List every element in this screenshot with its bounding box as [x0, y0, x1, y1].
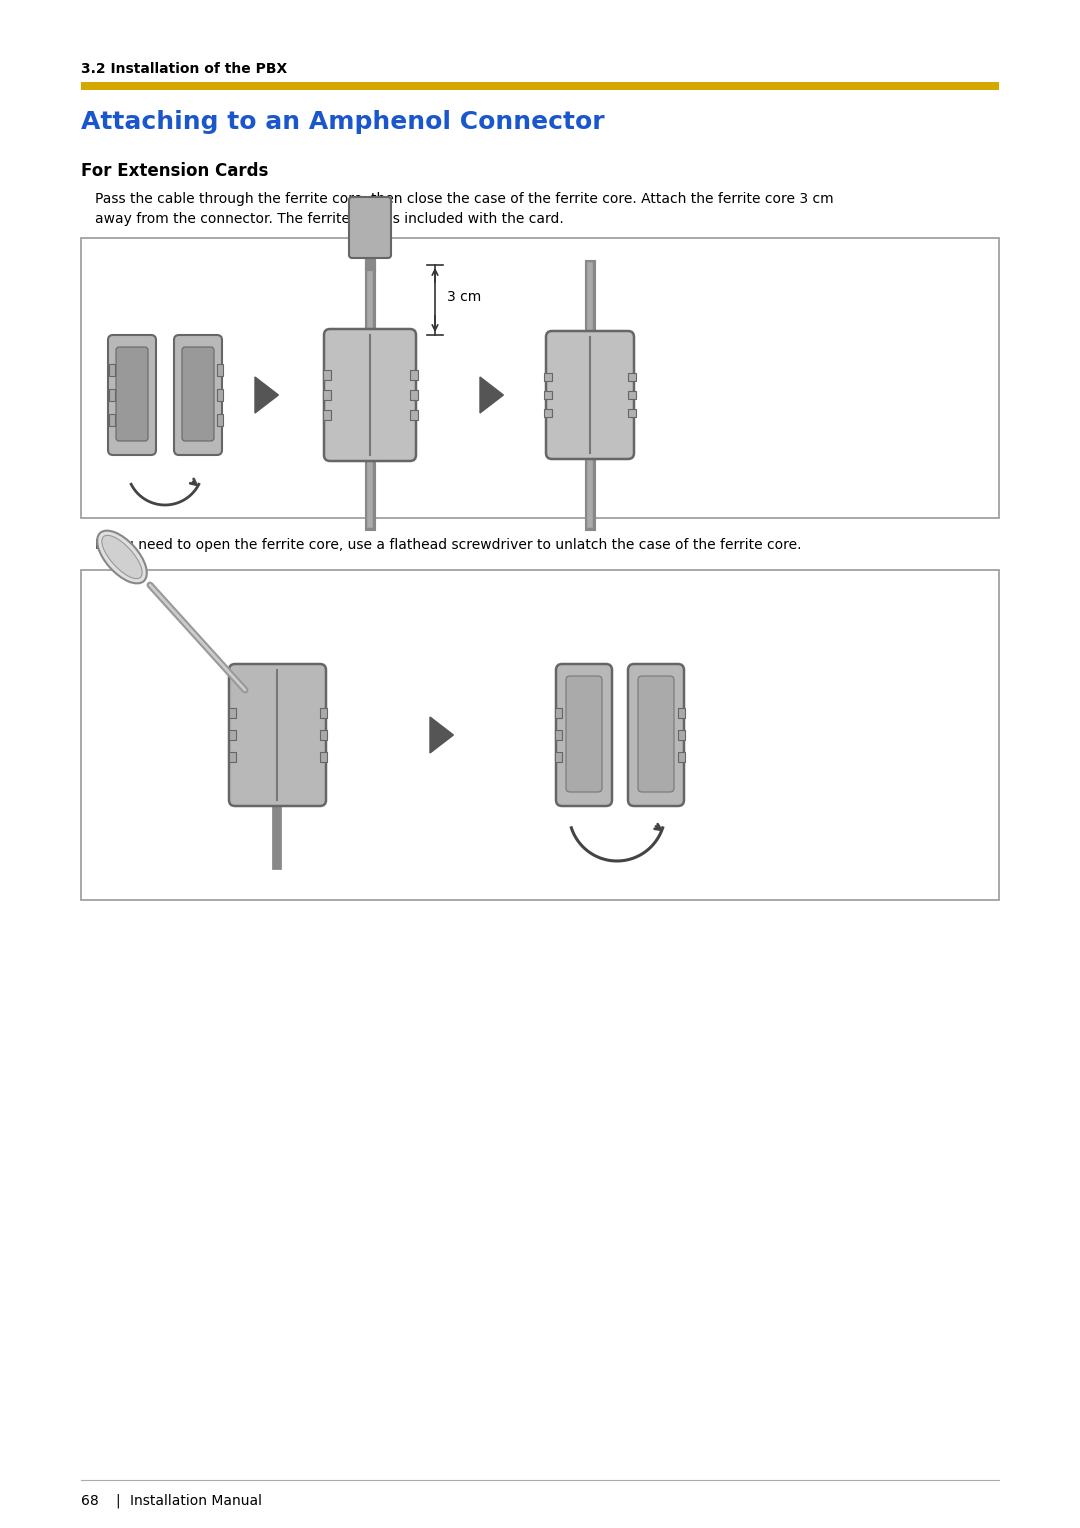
Text: For Extension Cards: For Extension Cards: [81, 162, 268, 180]
Bar: [323, 410, 330, 420]
Bar: [109, 414, 114, 426]
FancyBboxPatch shape: [627, 665, 684, 805]
Bar: [678, 707, 685, 718]
Bar: [410, 390, 418, 400]
Bar: [627, 410, 636, 417]
Text: 3 cm: 3 cm: [447, 290, 482, 304]
Bar: [81, 570, 999, 900]
Bar: [627, 391, 636, 399]
Text: Pass the cable through the ferrite core, then close the case of the ferrite core: Pass the cable through the ferrite core,…: [95, 193, 834, 226]
Bar: [323, 390, 330, 400]
Bar: [81, 238, 999, 518]
Bar: [217, 414, 222, 426]
FancyBboxPatch shape: [229, 665, 326, 805]
Ellipse shape: [102, 535, 143, 579]
Bar: [217, 364, 222, 376]
Bar: [678, 752, 685, 762]
Text: 68: 68: [81, 1494, 98, 1508]
Bar: [544, 410, 552, 417]
Bar: [229, 752, 237, 762]
Bar: [320, 730, 327, 740]
Text: |: |: [114, 1494, 120, 1508]
Polygon shape: [430, 717, 454, 753]
FancyBboxPatch shape: [183, 347, 214, 442]
Bar: [555, 730, 562, 740]
FancyBboxPatch shape: [349, 197, 391, 258]
Text: Attaching to an Amphenol Connector: Attaching to an Amphenol Connector: [81, 110, 605, 134]
Bar: [627, 373, 636, 380]
Bar: [229, 730, 237, 740]
Bar: [544, 391, 552, 399]
FancyBboxPatch shape: [556, 665, 612, 805]
Bar: [410, 370, 418, 380]
Text: If you need to open the ferrite core, use a flathead screwdriver to unlatch the : If you need to open the ferrite core, us…: [95, 538, 801, 552]
FancyBboxPatch shape: [108, 335, 156, 455]
FancyBboxPatch shape: [566, 675, 602, 792]
Bar: [109, 390, 114, 400]
Bar: [81, 83, 999, 90]
FancyBboxPatch shape: [174, 335, 222, 455]
Bar: [229, 707, 237, 718]
Polygon shape: [255, 377, 279, 413]
Bar: [555, 707, 562, 718]
FancyBboxPatch shape: [638, 675, 674, 792]
Bar: [109, 364, 114, 376]
Bar: [678, 730, 685, 740]
Bar: [217, 390, 222, 400]
FancyBboxPatch shape: [116, 347, 148, 442]
Bar: [544, 373, 552, 380]
Bar: [323, 370, 330, 380]
Bar: [410, 410, 418, 420]
Bar: [320, 707, 327, 718]
FancyBboxPatch shape: [324, 329, 416, 461]
Text: Installation Manual: Installation Manual: [130, 1494, 262, 1508]
Polygon shape: [480, 377, 503, 413]
Ellipse shape: [97, 530, 147, 584]
Bar: [555, 752, 562, 762]
Bar: [320, 752, 327, 762]
FancyBboxPatch shape: [546, 332, 634, 458]
Text: 3.2 Installation of the PBX: 3.2 Installation of the PBX: [81, 63, 287, 76]
